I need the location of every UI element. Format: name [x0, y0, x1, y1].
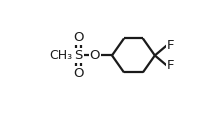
Text: O: O [73, 31, 84, 44]
Text: S: S [74, 49, 83, 62]
Text: CH₃: CH₃ [49, 49, 72, 62]
Text: O: O [73, 67, 84, 80]
Text: O: O [90, 49, 100, 62]
Text: F: F [167, 59, 174, 72]
Text: F: F [167, 39, 174, 52]
